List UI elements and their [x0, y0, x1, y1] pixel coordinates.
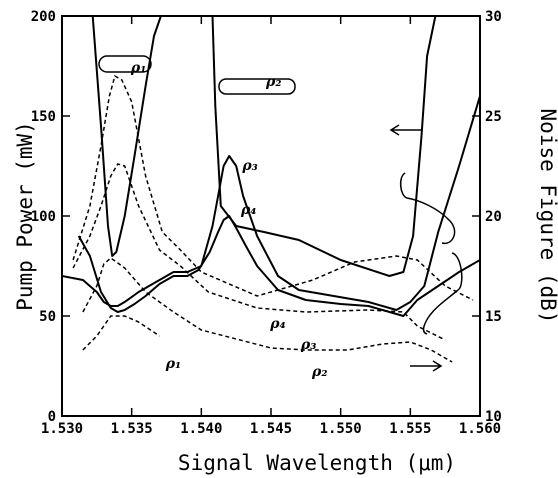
y-axis-right-title: Noise Figure (dB)	[536, 109, 558, 324]
left-axis-arrow-head	[389, 124, 400, 136]
x-tick-label: 1.550	[320, 421, 362, 437]
series-rho4	[77, 215, 480, 317]
y-left-tick-label: 50	[39, 309, 56, 325]
y-right-tick-label: 25	[485, 109, 502, 125]
y-left-tick-label: 100	[31, 209, 56, 225]
x-tick-label: 1.545	[250, 421, 292, 437]
plot-area	[62, 16, 480, 363]
left-group-callout-loop	[399, 172, 456, 245]
y-axis-left-title: Pump Power (mW)	[13, 121, 37, 311]
y-left-tick-label: 150	[31, 109, 56, 125]
y-left-tick-label: 0	[48, 409, 56, 425]
annotation-rho2: ρ₂	[265, 74, 281, 90]
x-tick-label: 1.540	[180, 421, 222, 437]
annotation-rho4: ρ₄	[269, 316, 285, 332]
series-rho4-nf	[72, 74, 474, 301]
series-annotations: ρ₁ ρ₂ ρ₃ ρ₄ ρ₄ ρ₃ ρ₁ ρ₂	[130, 60, 328, 380]
series-rho3-nf	[72, 163, 446, 341]
x-tick-label: 1.560	[459, 421, 501, 437]
annotation-rho3: ρ₃	[300, 337, 316, 353]
y-right-tick-label: 10	[485, 409, 502, 425]
rho2-group-callout	[218, 78, 296, 95]
annotation-rho4: ρ₄	[240, 202, 256, 218]
right-axis-arrow-head	[432, 360, 443, 372]
rho1-group-callout	[98, 55, 152, 73]
series-rho2	[211, 16, 437, 277]
annotation-rho1: ρ₁	[165, 356, 181, 372]
x-tick-label: 1.535	[111, 421, 153, 437]
annotation-rho3: ρ₃	[241, 158, 257, 174]
axes: 1.530 1.535 1.540 1.545 1.550 1.555 1.560 0 50 10…	[31, 9, 502, 437]
x-axis-title: Signal Wavelength (μm)	[178, 451, 456, 475]
x-tick-label: 1.530	[41, 421, 83, 437]
series-rho3	[62, 95, 480, 311]
annotation-rho2: ρ₂	[311, 364, 327, 380]
y-left-tick-label: 200	[31, 9, 56, 25]
series-rho2-nf	[82, 257, 453, 363]
y-right-tick-label: 20	[485, 209, 502, 225]
series-rho1	[91, 16, 162, 257]
y-right-tick-label: 30	[485, 9, 502, 25]
y-right-tick-label: 15	[485, 309, 502, 325]
x-tick-label: 1.555	[389, 421, 431, 437]
series-rho1-nf	[82, 315, 160, 351]
annotation-rho1: ρ₁	[130, 60, 146, 76]
